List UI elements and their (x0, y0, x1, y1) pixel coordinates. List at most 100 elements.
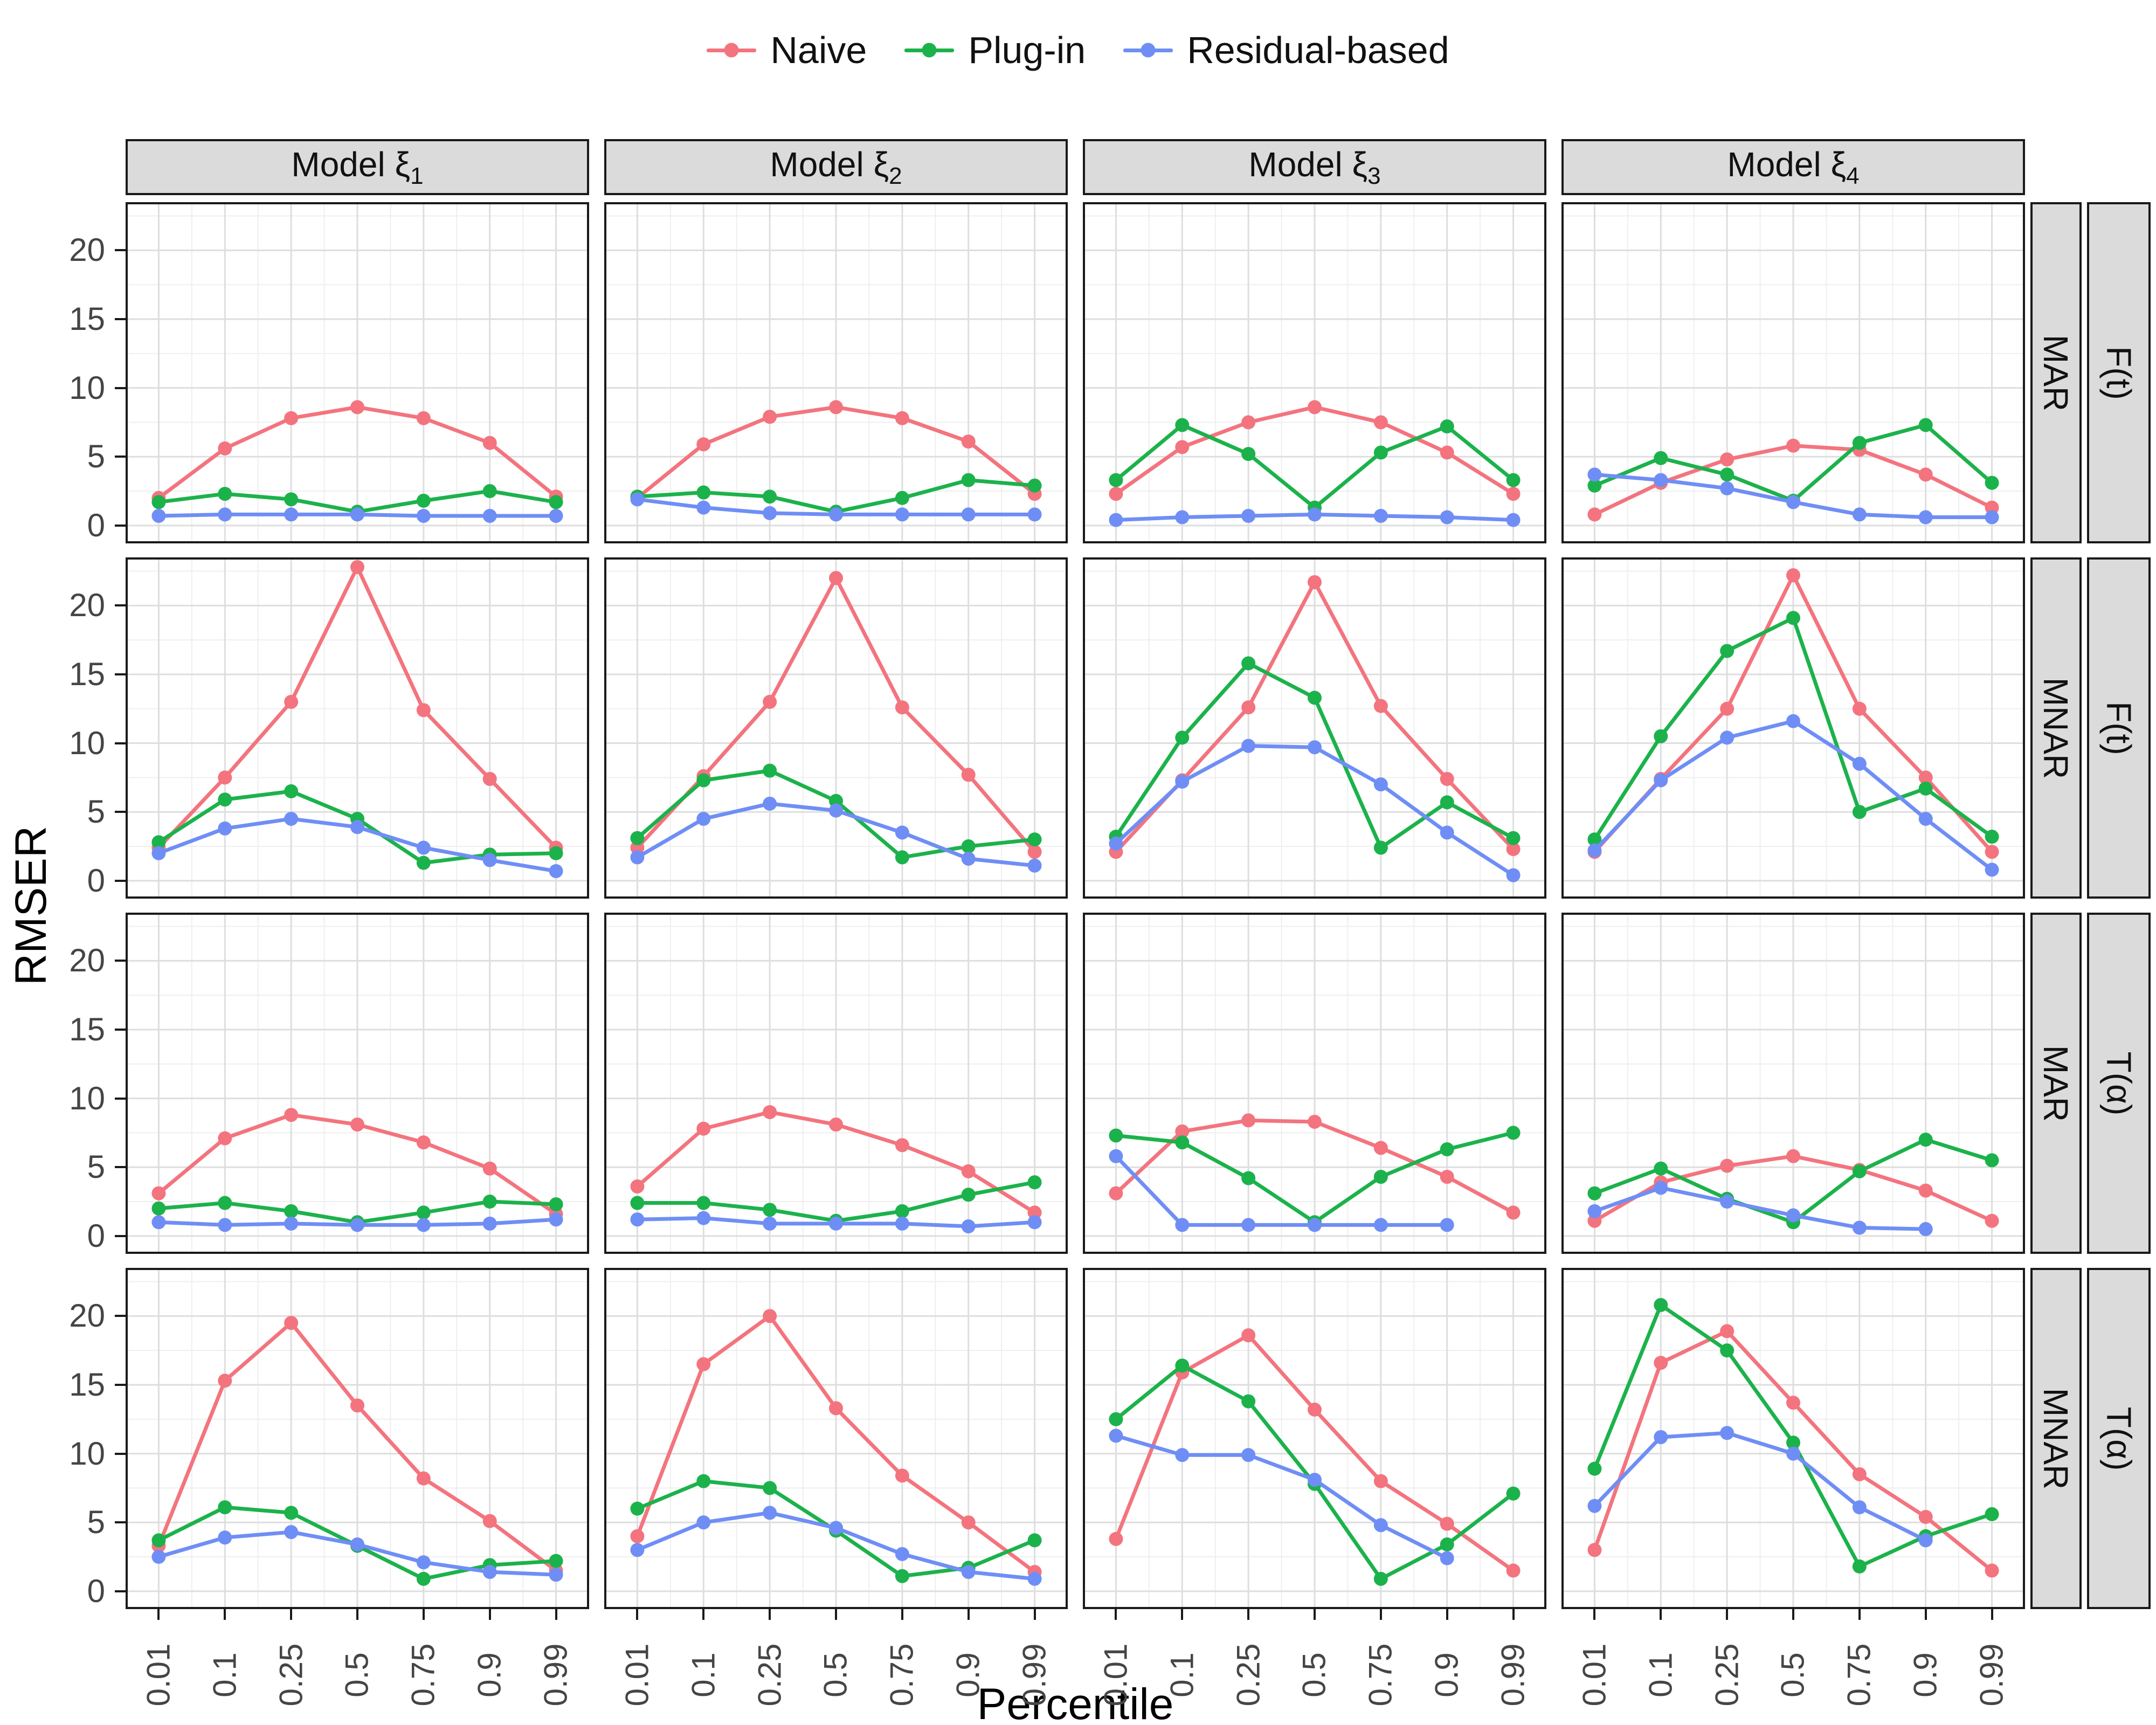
panel-plot (604, 557, 1068, 899)
y-tick-label: 20 (69, 942, 105, 979)
legend-key-plugin-icon (904, 43, 955, 58)
x-tick-label: 0.1 (1164, 1652, 1200, 1698)
legend-label: Naive (770, 29, 867, 71)
y-tick-mark (115, 249, 126, 252)
panel-plot (126, 557, 589, 899)
facet-panel-r2c0 (126, 913, 589, 1254)
row-strip-label: F(t) (2099, 701, 2138, 755)
column-strip-model-xi-4: Model ξ4 (1561, 139, 2025, 195)
x-tick-mark (636, 1609, 639, 1620)
y-tick-label: 15 (69, 656, 105, 692)
x-tick-mark (1924, 1609, 1927, 1620)
facet-panel-r0c2 (1083, 202, 1546, 543)
x-tick-mark (967, 1609, 970, 1620)
x-tick-mark (157, 1609, 160, 1620)
facet-panel-r3c1 (604, 1268, 1068, 1609)
y-tick-label: 5 (87, 1504, 105, 1541)
x-tick-label: 0.01 (140, 1643, 177, 1707)
legend: Naive Plug-in Residual-based (0, 31, 2156, 69)
y-tick-mark (115, 1028, 126, 1031)
y-tick-mark (115, 1590, 126, 1592)
legend-item-residual: Residual-based (1123, 31, 1449, 69)
y-tick-label: 0 (87, 862, 105, 899)
x-tick-label: 0.1 (685, 1652, 722, 1698)
x-tick-mark (1181, 1609, 1184, 1620)
y-tick-mark (115, 1521, 126, 1524)
x-tick-label: 0.5 (1775, 1652, 1812, 1698)
y-tick-mark (115, 879, 126, 882)
legend-key-naive-icon (707, 43, 757, 58)
x-tick-mark (1446, 1609, 1448, 1620)
y-tick-mark (115, 1097, 126, 1100)
x-tick-mark (1247, 1609, 1250, 1620)
facet-panel-r1c2 (1083, 557, 1546, 899)
row-strip-missing-0: MAR (2030, 202, 2082, 543)
panel-plot (1561, 1268, 2025, 1609)
legend-key-residual-icon (1123, 43, 1173, 58)
x-tick-mark (290, 1609, 293, 1620)
x-tick-mark (1660, 1609, 1662, 1620)
x-tick-mark (1991, 1609, 1993, 1620)
row-strip-target-0: F(t) (2087, 202, 2151, 543)
x-tick-label: 0.5 (818, 1652, 854, 1698)
x-tick-label: 0.99 (1016, 1643, 1053, 1707)
legend-label: Residual-based (1187, 29, 1449, 71)
y-tick-mark (115, 811, 126, 813)
row-strip-label: MAR (2036, 334, 2076, 411)
y-tick-mark (115, 604, 126, 607)
x-tick-mark (1033, 1609, 1036, 1620)
x-tick-label: 0.99 (1495, 1643, 1531, 1707)
x-tick-mark (1379, 1609, 1382, 1620)
panel-plot (1083, 913, 1546, 1254)
y-tick-label: 0 (87, 1217, 105, 1254)
y-tick-mark (115, 1234, 126, 1237)
column-strip-model-xi-3: Model ξ3 (1083, 139, 1546, 195)
panel-plot (1083, 1268, 1546, 1609)
x-tick-mark (422, 1609, 425, 1620)
y-tick-label: 0 (87, 1572, 105, 1609)
facet-panel-r0c0 (126, 202, 589, 543)
legend-label: Plug-in (968, 29, 1086, 71)
panel-plot (1083, 202, 1546, 543)
y-tick-mark (115, 1452, 126, 1455)
x-tick-label: 0.75 (405, 1643, 441, 1707)
x-tick-mark (702, 1609, 705, 1620)
y-tick-label: 15 (69, 1011, 105, 1047)
x-tick-label: 0.01 (1097, 1643, 1134, 1707)
x-tick-label: 0.9 (1907, 1652, 1944, 1698)
y-tick-mark (115, 1383, 126, 1386)
x-tick-mark (1512, 1609, 1515, 1620)
x-tick-label: 0.75 (1362, 1643, 1399, 1707)
y-tick-label: 5 (87, 1149, 105, 1185)
row-strip-label: MNAR (2036, 1388, 2076, 1489)
y-tick-label: 0 (87, 507, 105, 543)
x-tick-label: 0.5 (1296, 1652, 1333, 1698)
x-tick-label: 0.1 (1642, 1652, 1679, 1698)
x-tick-label: 0.75 (883, 1643, 920, 1707)
x-tick-mark (488, 1609, 491, 1620)
panel-plot (126, 202, 589, 543)
x-tick-mark (1792, 1609, 1794, 1620)
facet-panel-r2c2 (1083, 913, 1546, 1254)
panel-plot (1083, 557, 1546, 899)
panel-plot (1561, 913, 2025, 1254)
x-tick-mark (1726, 1609, 1729, 1620)
y-tick-label: 15 (69, 300, 105, 337)
facet-panel-r1c0 (126, 557, 589, 899)
y-tick-mark (115, 387, 126, 389)
x-tick-label: 0.9 (471, 1652, 508, 1698)
row-strip-missing-3: MNAR (2030, 1268, 2082, 1609)
y-tick-label: 5 (87, 438, 105, 475)
panel-plot (126, 1268, 589, 1609)
facet-panel-r1c3 (1561, 557, 2025, 899)
facet-panel-r0c1 (604, 202, 1068, 543)
legend-item-naive: Naive (707, 31, 867, 69)
panel-plot (1561, 202, 2025, 543)
facet-panel-r2c3 (1561, 913, 2025, 1254)
x-tick-mark (1115, 1609, 1117, 1620)
column-strip-model-xi-1: Model ξ1 (126, 139, 589, 195)
x-tick-label: 0.1 (206, 1652, 243, 1698)
row-strip-label: T(α) (2099, 1051, 2138, 1115)
x-tick-label: 0.01 (619, 1643, 655, 1707)
